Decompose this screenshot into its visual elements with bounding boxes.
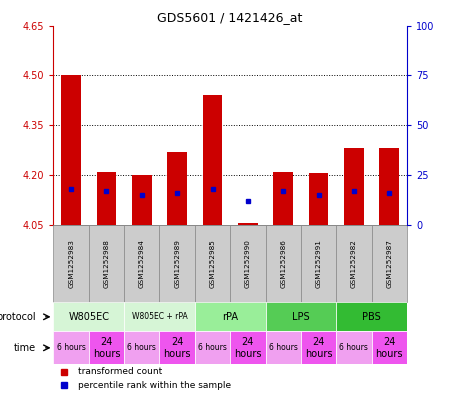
Text: 6 hours: 6 hours <box>57 343 86 353</box>
Text: time: time <box>13 343 36 353</box>
Bar <box>124 331 159 364</box>
Text: LPS: LPS <box>292 312 310 322</box>
Bar <box>195 331 230 364</box>
Text: 24
hours: 24 hours <box>234 337 262 359</box>
Bar <box>203 95 222 225</box>
Bar <box>124 303 195 331</box>
Text: GSM1252986: GSM1252986 <box>280 239 286 288</box>
Bar <box>266 303 336 331</box>
Text: W805EC: W805EC <box>68 312 109 322</box>
Bar <box>53 225 89 303</box>
Text: GSM1252984: GSM1252984 <box>139 239 145 288</box>
Text: GSM1252985: GSM1252985 <box>210 239 215 288</box>
Bar <box>132 175 152 225</box>
Bar <box>336 331 372 364</box>
Bar <box>159 331 195 364</box>
Bar <box>61 75 81 225</box>
Text: rPA: rPA <box>222 312 238 322</box>
Bar <box>266 331 301 364</box>
Text: GSM1252987: GSM1252987 <box>386 239 392 288</box>
Bar <box>372 331 407 364</box>
Text: PBS: PBS <box>362 312 381 322</box>
Text: 24
hours: 24 hours <box>163 337 191 359</box>
Bar <box>195 303 266 331</box>
Bar <box>230 225 266 303</box>
Bar <box>89 331 124 364</box>
Text: GSM1252983: GSM1252983 <box>68 239 74 288</box>
Bar <box>238 223 258 225</box>
Text: 6 hours: 6 hours <box>269 343 298 353</box>
Text: 6 hours: 6 hours <box>339 343 368 353</box>
Text: GSM1252982: GSM1252982 <box>351 239 357 288</box>
Bar <box>344 149 364 225</box>
Text: 24
hours: 24 hours <box>93 337 120 359</box>
Bar <box>273 172 293 225</box>
Text: 6 hours: 6 hours <box>127 343 156 353</box>
Bar <box>97 172 116 225</box>
Text: protocol: protocol <box>0 312 36 322</box>
Text: GSM1252989: GSM1252989 <box>174 239 180 288</box>
Bar <box>309 173 328 225</box>
Bar <box>301 225 336 303</box>
Bar <box>336 303 407 331</box>
Bar <box>159 225 195 303</box>
Text: GSM1252990: GSM1252990 <box>245 239 251 288</box>
Text: W805EC + rPA: W805EC + rPA <box>132 312 187 321</box>
Bar <box>379 149 399 225</box>
Text: 24
hours: 24 hours <box>305 337 332 359</box>
Bar <box>336 225 372 303</box>
Bar <box>124 225 159 303</box>
Text: 24
hours: 24 hours <box>375 337 403 359</box>
Text: GSM1252991: GSM1252991 <box>316 239 321 288</box>
Bar <box>89 225 124 303</box>
Title: GDS5601 / 1421426_at: GDS5601 / 1421426_at <box>158 11 303 24</box>
Bar <box>230 331 266 364</box>
Text: percentile rank within the sample: percentile rank within the sample <box>78 381 232 390</box>
Text: 6 hours: 6 hours <box>198 343 227 353</box>
Text: transformed count: transformed count <box>78 367 162 376</box>
Bar <box>53 331 89 364</box>
Bar <box>195 225 230 303</box>
Bar <box>301 331 336 364</box>
Bar <box>372 225 407 303</box>
Bar <box>167 152 187 225</box>
Text: GSM1252988: GSM1252988 <box>104 239 109 288</box>
Bar <box>266 225 301 303</box>
Bar <box>53 303 124 331</box>
